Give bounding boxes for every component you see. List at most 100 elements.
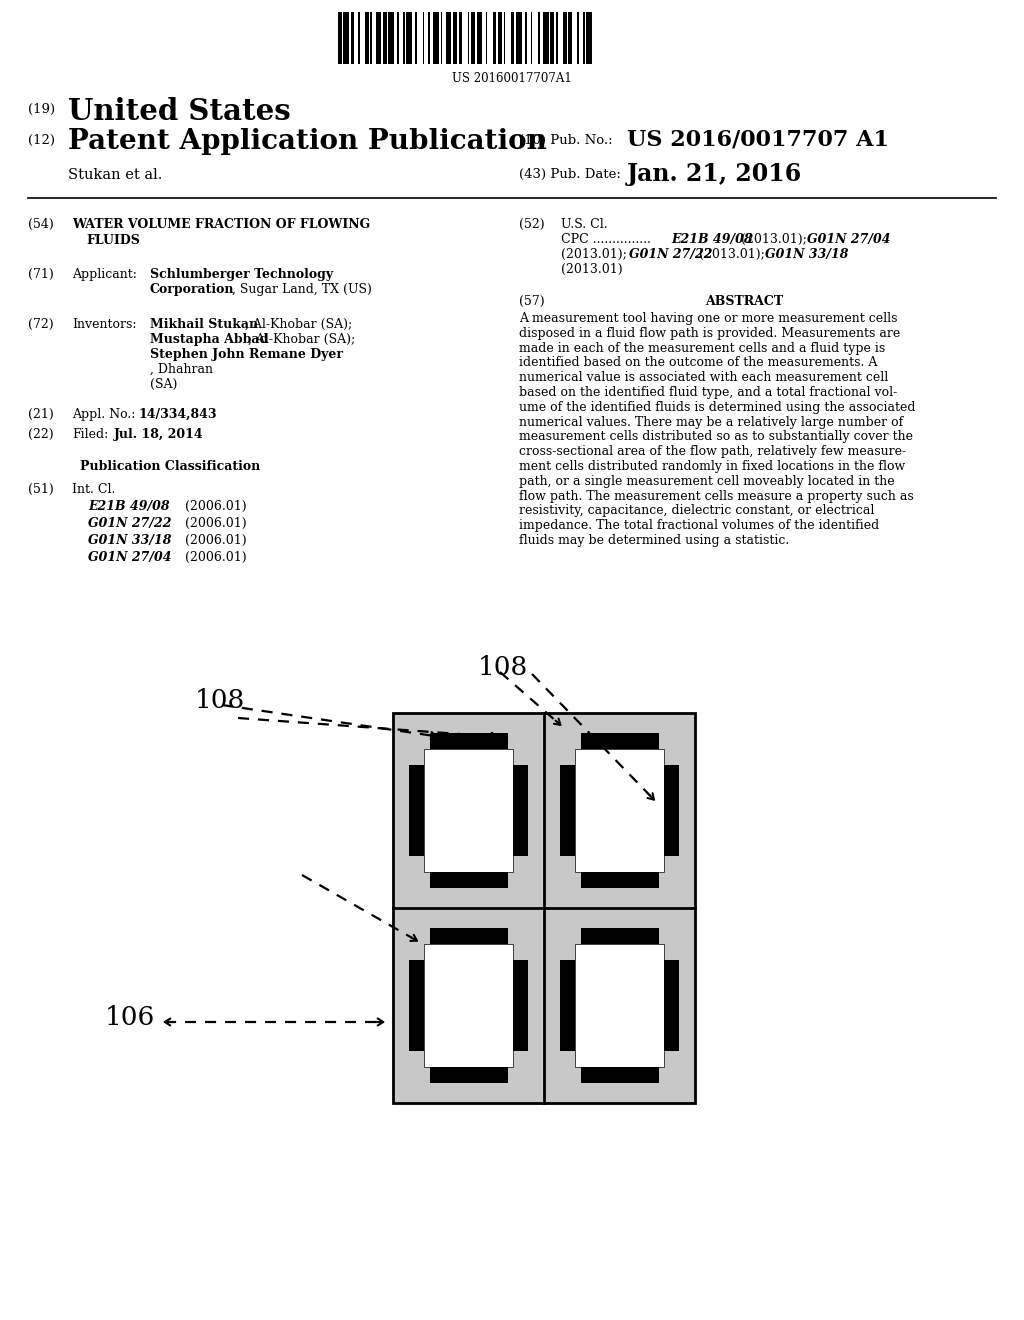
Bar bbox=[402, 12, 404, 63]
Bar bbox=[409, 766, 424, 855]
Text: U.S. Cl.: U.S. Cl. bbox=[561, 218, 607, 231]
Bar bbox=[513, 766, 528, 855]
Bar bbox=[338, 12, 342, 63]
Bar bbox=[581, 928, 658, 944]
Text: (2006.01): (2006.01) bbox=[185, 550, 247, 564]
Text: G01N 27/22: G01N 27/22 bbox=[629, 248, 713, 261]
Text: measurement cells distributed so as to substantially cover the: measurement cells distributed so as to s… bbox=[519, 430, 913, 444]
Text: fluids may be determined using a statistic.: fluids may be determined using a statist… bbox=[519, 535, 790, 546]
Bar bbox=[388, 12, 394, 63]
Text: E21B 49/08: E21B 49/08 bbox=[671, 234, 753, 246]
Text: (2013.01);: (2013.01); bbox=[737, 234, 811, 246]
Text: G01N 27/22: G01N 27/22 bbox=[88, 517, 171, 531]
Bar bbox=[476, 12, 482, 63]
Text: cross-sectional area of the flow path, relatively few measure-: cross-sectional area of the flow path, r… bbox=[519, 445, 906, 458]
Bar bbox=[516, 12, 521, 63]
Text: Inventors:: Inventors: bbox=[72, 318, 136, 331]
Bar bbox=[429, 733, 508, 748]
Text: , Al-Khobar (SA);: , Al-Khobar (SA); bbox=[248, 333, 355, 346]
Bar bbox=[578, 12, 580, 63]
Text: made in each of the measurement cells and a fluid type is: made in each of the measurement cells an… bbox=[519, 342, 886, 355]
Text: impedance. The total fractional volumes of the identified: impedance. The total fractional volumes … bbox=[519, 519, 880, 532]
Text: G01N 27/04: G01N 27/04 bbox=[88, 550, 171, 564]
Text: ume of the identified fluids is determined using the associated: ume of the identified fluids is determin… bbox=[519, 401, 915, 413]
Bar bbox=[383, 12, 387, 63]
Text: ABSTRACT: ABSTRACT bbox=[705, 294, 783, 308]
Text: CPC ...............: CPC ............... bbox=[561, 234, 655, 246]
Text: (54): (54) bbox=[28, 218, 53, 231]
Text: (12): (12) bbox=[28, 135, 55, 147]
Text: (43) Pub. Date:: (43) Pub. Date: bbox=[519, 168, 621, 181]
Text: (51): (51) bbox=[28, 483, 53, 496]
Bar bbox=[575, 944, 664, 1067]
Bar bbox=[429, 1067, 508, 1082]
Text: G01N 33/18: G01N 33/18 bbox=[765, 248, 849, 261]
Text: (SA): (SA) bbox=[150, 378, 177, 391]
Bar bbox=[459, 12, 462, 63]
Text: , Al-Khobar (SA);: , Al-Khobar (SA); bbox=[245, 318, 352, 331]
Text: A measurement tool having one or more measurement cells: A measurement tool having one or more me… bbox=[519, 312, 897, 325]
Bar bbox=[454, 12, 457, 63]
Text: based on the identified fluid type, and a total fractional vol-: based on the identified fluid type, and … bbox=[519, 385, 897, 399]
Text: (2013.01);: (2013.01); bbox=[695, 248, 769, 261]
Bar bbox=[409, 960, 424, 1051]
Text: Int. Cl.: Int. Cl. bbox=[72, 483, 116, 496]
Bar bbox=[407, 12, 412, 63]
Text: (52): (52) bbox=[519, 218, 545, 231]
Text: ment cells distributed randomly in fixed locations in the flow: ment cells distributed randomly in fixed… bbox=[519, 459, 905, 473]
Bar bbox=[563, 12, 566, 63]
Text: (71): (71) bbox=[28, 268, 53, 281]
Text: , Sugar Land, TX (US): , Sugar Land, TX (US) bbox=[232, 282, 372, 296]
Bar bbox=[423, 12, 424, 63]
Text: (22): (22) bbox=[28, 428, 53, 441]
Bar bbox=[530, 12, 532, 63]
Bar bbox=[538, 12, 540, 63]
Bar bbox=[429, 928, 508, 944]
Text: WATER VOLUME FRACTION OF FLOWING: WATER VOLUME FRACTION OF FLOWING bbox=[72, 218, 371, 231]
Bar bbox=[446, 12, 452, 63]
Bar bbox=[513, 960, 528, 1051]
Bar bbox=[581, 1067, 658, 1082]
Text: flow path. The measurement cells measure a property such as: flow path. The measurement cells measure… bbox=[519, 490, 913, 503]
Text: Jan. 21, 2016: Jan. 21, 2016 bbox=[627, 162, 802, 186]
Text: (2006.01): (2006.01) bbox=[185, 517, 247, 531]
Bar bbox=[499, 12, 502, 63]
Text: United States: United States bbox=[68, 96, 291, 125]
Text: Stephen John Remane Dyer: Stephen John Remane Dyer bbox=[150, 348, 343, 360]
Bar bbox=[433, 12, 439, 63]
Text: Mustapha Abbad: Mustapha Abbad bbox=[150, 333, 268, 346]
Text: (21): (21) bbox=[28, 408, 53, 421]
Text: (2013.01): (2013.01) bbox=[561, 263, 623, 276]
Bar bbox=[575, 748, 664, 873]
Bar bbox=[581, 733, 658, 748]
Text: Filed:: Filed: bbox=[72, 428, 109, 441]
Bar bbox=[568, 12, 572, 63]
Text: path, or a single measurement cell moveably located in the: path, or a single measurement cell movea… bbox=[519, 475, 895, 488]
Bar bbox=[551, 12, 554, 63]
Text: Stukan et al.: Stukan et al. bbox=[68, 168, 163, 182]
Text: US 2016/0017707 A1: US 2016/0017707 A1 bbox=[627, 128, 889, 150]
Text: (2006.01): (2006.01) bbox=[185, 500, 247, 513]
Bar bbox=[365, 12, 369, 63]
Text: (57): (57) bbox=[519, 294, 545, 308]
Bar bbox=[371, 12, 372, 63]
Text: , Dhahran: , Dhahran bbox=[150, 363, 213, 376]
Text: Publication Classification: Publication Classification bbox=[80, 459, 260, 473]
Text: disposed in a fluid flow path is provided. Measurements are: disposed in a fluid flow path is provide… bbox=[519, 327, 900, 339]
Text: 106: 106 bbox=[105, 1005, 156, 1030]
Text: 14/334,843: 14/334,843 bbox=[139, 408, 217, 421]
Text: Mikhail Stukan: Mikhail Stukan bbox=[150, 318, 258, 331]
Bar bbox=[471, 12, 475, 63]
Text: US 20160017707A1: US 20160017707A1 bbox=[453, 73, 571, 84]
Text: Jul. 18, 2014: Jul. 18, 2014 bbox=[114, 428, 204, 441]
Text: 108: 108 bbox=[195, 688, 246, 713]
Text: Schlumberger Technology: Schlumberger Technology bbox=[150, 268, 333, 281]
Bar bbox=[350, 12, 354, 63]
Bar bbox=[424, 748, 513, 873]
Text: (72): (72) bbox=[28, 318, 53, 331]
Bar bbox=[357, 12, 359, 63]
Bar bbox=[493, 12, 497, 63]
Bar bbox=[556, 12, 558, 63]
Bar bbox=[664, 766, 679, 855]
Bar bbox=[440, 12, 442, 63]
